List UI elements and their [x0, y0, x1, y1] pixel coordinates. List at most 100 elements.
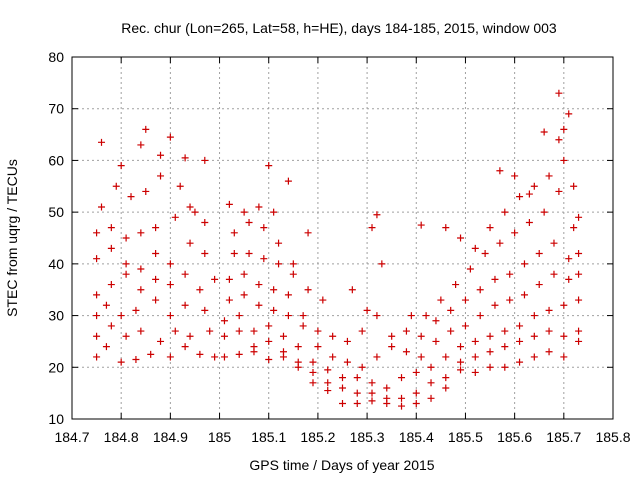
data-point — [255, 203, 263, 211]
data-point — [383, 394, 391, 402]
data-point — [225, 275, 233, 283]
data-point — [363, 306, 371, 314]
data-point — [186, 332, 194, 340]
data-point — [373, 312, 381, 320]
data-point — [107, 322, 115, 330]
data-point — [132, 356, 140, 364]
data-point — [127, 193, 135, 201]
data-point — [560, 156, 568, 164]
x-tick-label: 185.2 — [300, 429, 335, 445]
data-point — [417, 221, 425, 229]
data-point — [437, 296, 445, 304]
data-point — [176, 182, 184, 190]
data-point — [545, 306, 553, 314]
data-point — [201, 306, 209, 314]
data-point — [270, 286, 278, 294]
data-point — [575, 213, 583, 221]
data-point — [137, 141, 145, 149]
data-point — [255, 301, 263, 309]
data-point — [501, 208, 509, 216]
data-point — [225, 296, 233, 304]
data-point — [565, 110, 573, 118]
data-point — [486, 363, 494, 371]
data-point — [304, 286, 312, 294]
data-point — [314, 327, 322, 335]
data-point — [368, 397, 376, 405]
data-point — [181, 343, 189, 351]
data-point — [570, 224, 578, 232]
data-point — [442, 384, 450, 392]
data-point — [122, 332, 130, 340]
data-point — [98, 138, 106, 146]
chart-title: Rec. chur (Lon=265, Lat=58, h=HE), days … — [121, 20, 557, 36]
data-point — [240, 208, 248, 216]
data-point — [368, 379, 376, 387]
data-point — [294, 343, 302, 351]
data-point — [442, 353, 450, 361]
data-point — [457, 234, 465, 242]
data-point — [93, 312, 101, 320]
y-tick-label: 80 — [48, 49, 64, 65]
data-point — [530, 182, 538, 190]
data-point — [540, 208, 548, 216]
data-point — [555, 187, 563, 195]
data-point — [402, 327, 410, 335]
x-tick-label: 185.6 — [497, 429, 532, 445]
data-point — [432, 317, 440, 325]
data-point — [339, 399, 346, 407]
x-tick-label: 185.1 — [251, 429, 286, 445]
data-point — [412, 368, 420, 376]
data-point — [152, 224, 160, 232]
data-point — [358, 363, 366, 371]
data-point — [520, 291, 528, 299]
data-points — [93, 89, 583, 410]
x-axis-label: GPS time / Days of year 2015 — [249, 457, 434, 473]
data-point — [575, 250, 583, 258]
y-axis-label: STEC from uqrg / TECUs — [4, 159, 20, 317]
data-point — [294, 358, 302, 366]
data-point — [565, 275, 573, 283]
data-point — [447, 306, 455, 314]
data-point — [442, 224, 450, 232]
data-point — [343, 358, 351, 366]
data-point — [230, 229, 238, 237]
data-point — [525, 190, 533, 198]
data-point — [211, 275, 219, 283]
axis-ticks: 184.7 184.8 184.9 185 185.1 185.2 185.3 185.4 18… — [48, 49, 630, 445]
data-point — [186, 239, 194, 247]
data-point — [117, 162, 125, 170]
data-point — [471, 244, 479, 252]
data-point — [555, 89, 563, 97]
data-point — [225, 200, 233, 208]
y-tick-label: 60 — [48, 152, 64, 168]
y-tick-label: 30 — [48, 308, 64, 324]
data-point — [402, 348, 410, 356]
data-point — [142, 187, 150, 195]
data-point — [206, 327, 214, 335]
data-point — [353, 389, 361, 397]
data-point — [535, 250, 543, 258]
data-point — [530, 332, 538, 340]
data-point — [196, 286, 204, 294]
data-point — [107, 244, 115, 252]
data-point — [166, 260, 174, 268]
y-tick-label: 10 — [48, 411, 64, 427]
data-point — [575, 327, 583, 335]
data-point — [220, 353, 228, 361]
data-point — [530, 312, 538, 320]
data-point — [309, 368, 317, 376]
data-point — [260, 224, 268, 232]
data-point — [122, 260, 130, 268]
data-point — [545, 348, 553, 356]
data-point — [486, 348, 494, 356]
data-point — [245, 218, 253, 226]
data-point — [368, 389, 376, 397]
data-point — [511, 229, 519, 237]
x-tick-label: 185.4 — [399, 429, 434, 445]
data-point — [265, 356, 273, 364]
data-point — [245, 250, 253, 258]
data-point — [496, 239, 504, 247]
data-point — [157, 337, 165, 345]
data-point — [117, 358, 125, 366]
